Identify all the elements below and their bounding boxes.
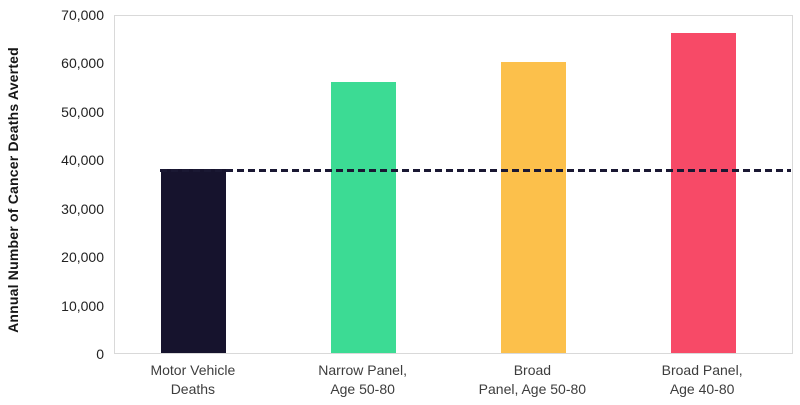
x-tick-label: Motor Vehicle Deaths bbox=[150, 362, 236, 397]
y-tick-label: 30,000 bbox=[61, 200, 104, 217]
bar-broad-panel-age-50-80 bbox=[500, 62, 566, 353]
bar-motor-vehicle-deaths bbox=[161, 168, 227, 353]
bar-broad-panel-age-40-80 bbox=[670, 33, 736, 353]
y-tick-label: 50,000 bbox=[61, 103, 104, 120]
y-tick-label: 60,000 bbox=[61, 55, 104, 72]
plot-area bbox=[114, 15, 793, 354]
y-tick-label: 40,000 bbox=[61, 152, 104, 169]
bar-narrow-panel-age-50-80 bbox=[331, 81, 397, 353]
x-tick-label: Narrow Panel, Age 50-80 bbox=[318, 362, 407, 397]
y-tick-label: 10,000 bbox=[61, 297, 104, 314]
reference-line-motor-vehicle-level bbox=[160, 168, 791, 172]
x-tick-label: Broad Panel, Age 50-80 bbox=[478, 362, 587, 397]
y-tick-label: 70,000 bbox=[61, 7, 104, 23]
y-tick-label: 20,000 bbox=[61, 249, 104, 266]
x-tick-label: Broad Panel, Age 40-80 bbox=[661, 362, 743, 397]
y-tick-label: 0 bbox=[96, 346, 104, 362]
